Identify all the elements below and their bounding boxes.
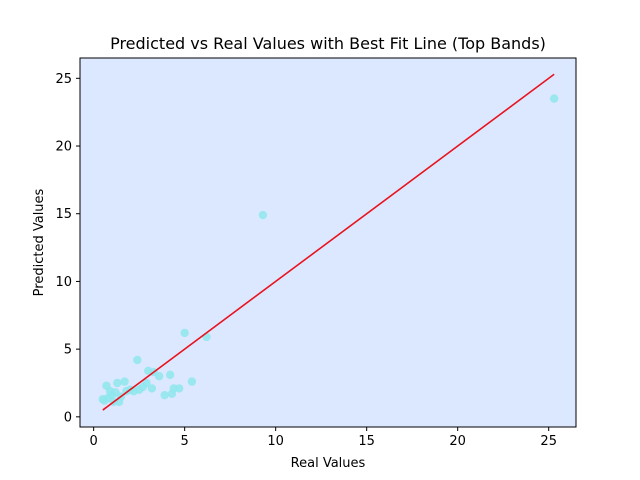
- y-tick-label-1: 5: [64, 343, 72, 358]
- x-axis-label: Real Values: [291, 456, 366, 471]
- data-point-32: [549, 94, 559, 103]
- y-tick-label-2: 10: [55, 275, 72, 290]
- data-point-8: [113, 378, 122, 388]
- x-tick-label-0: 0: [90, 434, 98, 449]
- data-point-27: [175, 384, 184, 393]
- data-point-20: [147, 384, 157, 393]
- data-point-30: [202, 332, 211, 342]
- data-point-24: [165, 370, 175, 380]
- data-point-31: [258, 210, 268, 220]
- x-tick-label-3: 15: [358, 434, 375, 449]
- y-tick-label-0: 0: [64, 410, 72, 425]
- data-point-28: [180, 328, 189, 338]
- x-tick-label-5: 25: [540, 434, 557, 449]
- y-axis-ticks: 0 5 10 15 20 25: [55, 72, 80, 425]
- best-fit-line: [102, 73, 555, 411]
- x-tick-label-1: 5: [181, 434, 189, 449]
- y-tick-label-3: 15: [55, 207, 72, 222]
- y-axis-label: Predicted Values: [32, 188, 47, 296]
- data-point-15: [133, 355, 142, 365]
- y-tick-label-4: 20: [55, 140, 72, 155]
- data-point-29: [187, 377, 197, 386]
- x-axis-ticks: 0 5 10 15 20 25: [90, 427, 557, 449]
- data-point-23: [160, 390, 169, 400]
- data-point-11: [120, 377, 129, 386]
- plot-frame: [79, 57, 577, 428]
- data-point-18: [142, 378, 151, 388]
- y-tick-label-5: 25: [55, 72, 72, 87]
- chart-title: Predicted vs Real Values with Best Fit L…: [110, 34, 546, 53]
- x-tick-label-4: 20: [449, 434, 466, 449]
- x-tick-label-2: 10: [267, 434, 284, 449]
- data-point-22: [154, 372, 164, 381]
